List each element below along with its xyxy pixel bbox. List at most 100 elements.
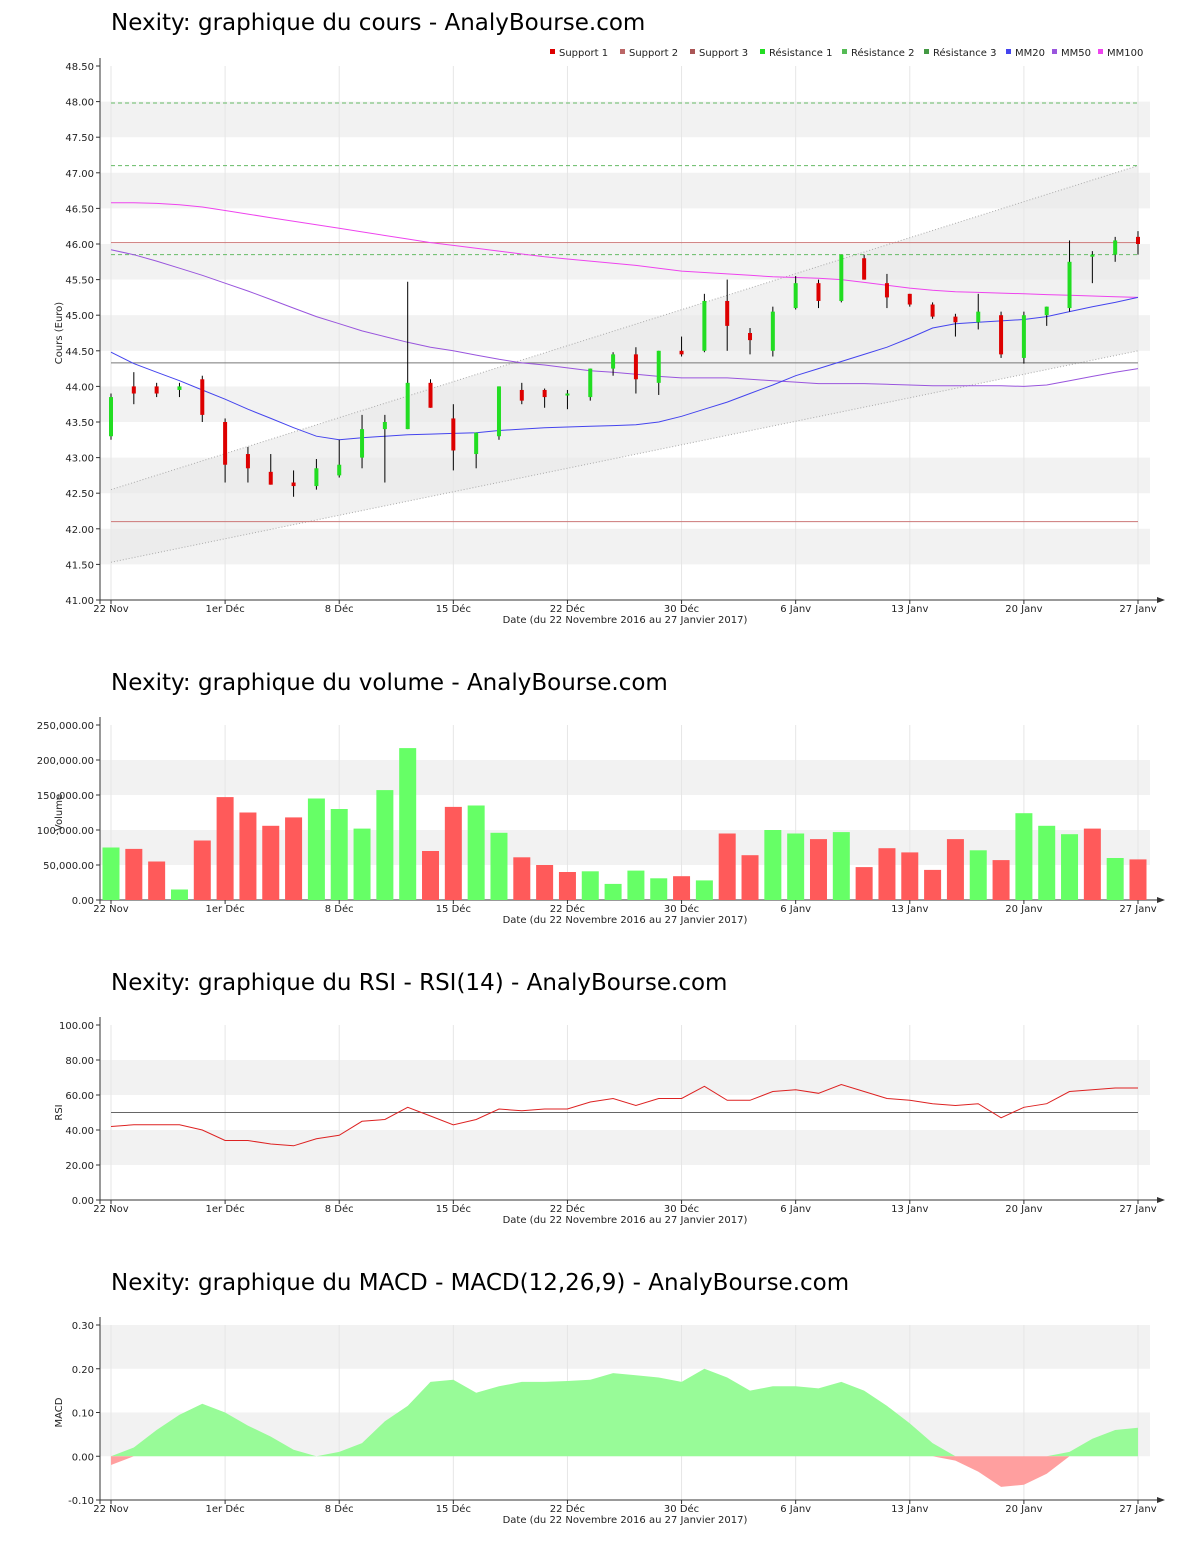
- candle-body: [748, 333, 753, 341]
- volume-bar: [399, 748, 417, 900]
- candle-body: [200, 379, 205, 415]
- grid-band: [100, 760, 1150, 795]
- volume-bar: [718, 833, 736, 900]
- y-tick-label: 150,000.00: [37, 791, 94, 802]
- x-tick-label: 30 Déc: [664, 903, 699, 915]
- candle: [976, 293, 981, 330]
- candle: [109, 393, 113, 440]
- macd-chart: -0.10 0.00 0.10 0.20 0.30 22 Nov 1er Déc 8 Déc 1…: [54, 1317, 1165, 1526]
- x-tick-label: 13 Janv: [891, 904, 928, 915]
- y-tick-label: 0.30: [72, 1321, 94, 1332]
- candle-body: [725, 300, 730, 326]
- candle-body: [542, 389, 547, 398]
- legend-item: Support 3: [699, 48, 748, 59]
- volume-bar: [193, 840, 211, 900]
- y-tick-label: 50,000.00: [43, 861, 94, 872]
- volume-chart: 0.00 50,000.00 100,000.00 150,000.00 200,000…: [37, 717, 1165, 926]
- candle: [337, 439, 342, 478]
- legend-item: Support 2: [629, 48, 678, 59]
- volume-bar: [125, 848, 143, 900]
- candle-body: [245, 454, 250, 469]
- candle: [405, 281, 410, 430]
- candle-body: [1090, 254, 1095, 257]
- legend-item: MM20: [1015, 48, 1045, 59]
- volume-bar: [1106, 858, 1124, 900]
- y-tick-label: 41.50: [65, 560, 94, 571]
- legend-swatch: [1052, 49, 1057, 54]
- y-axis-title: Cours (Euro): [54, 302, 65, 365]
- volume-bar: [467, 805, 485, 900]
- x-tick-label: 22 Nov: [93, 1204, 129, 1215]
- candle-body: [405, 382, 410, 430]
- volume-bar: [581, 871, 599, 900]
- x-tick-label: 6 Janv: [780, 604, 811, 615]
- candle-body: [588, 368, 593, 398]
- candle: [519, 382, 524, 405]
- volume-bar: [353, 828, 371, 900]
- volume-bar: [1129, 859, 1147, 900]
- rsi-chart: 0.00 20.00 40.00 60.00 80.00 100.00 22 Nov 1er …: [54, 1017, 1165, 1226]
- candle: [428, 379, 433, 408]
- y-tick-label: 47.50: [65, 133, 94, 144]
- candle-body: [519, 389, 524, 401]
- x-tick-label: 22 Déc: [550, 603, 585, 615]
- candle: [748, 328, 753, 355]
- y-tick-label: 100,000.00: [37, 826, 94, 837]
- volume-bar: [490, 832, 508, 900]
- x-tick-label: 20 Janv: [1005, 1504, 1042, 1515]
- x-tick-label: 8 Déc: [325, 1203, 354, 1215]
- x-tick-label: 27 Janv: [1119, 1504, 1156, 1515]
- candle: [588, 368, 593, 401]
- x-tick-label: 1er Déc: [206, 603, 245, 615]
- volume-bar: [901, 852, 919, 900]
- candle-body: [839, 254, 844, 301]
- candle-body: [770, 311, 775, 351]
- candle: [177, 382, 182, 398]
- candle: [565, 389, 570, 410]
- x-tick-label: 30 Déc: [664, 1503, 699, 1515]
- x-axis-title: Date (du 22 Novembre 2016 au 27 Janvier …: [503, 1515, 748, 1526]
- x-tick-label: 6 Janv: [780, 1204, 811, 1215]
- volume-bar: [307, 798, 325, 900]
- macd-negative-area: [111, 1456, 1138, 1487]
- candle: [884, 273, 889, 309]
- legend-item: Support 1: [559, 48, 608, 59]
- candle: [542, 388, 547, 408]
- volume-bar: [262, 825, 280, 900]
- x-tick-label: 22 Déc: [550, 1503, 585, 1515]
- y-tick-label: 0.00: [72, 1196, 94, 1207]
- trend-channel: [111, 165, 1138, 563]
- candle-body: [679, 350, 684, 355]
- candle: [314, 459, 319, 490]
- candle-body: [1113, 240, 1118, 255]
- candle: [930, 302, 935, 319]
- x-tick-label: 15 Déc: [436, 1203, 471, 1215]
- y-tick-label: 46.50: [65, 204, 94, 215]
- candle-body: [360, 429, 365, 458]
- candle-body: [999, 315, 1004, 355]
- candle: [496, 386, 501, 440]
- y-tick-label: 200,000.00: [37, 756, 94, 767]
- y-tick-label: 41.00: [65, 596, 94, 607]
- candle-body: [1021, 315, 1026, 358]
- candle: [816, 279, 821, 309]
- x-tick-label: 13 Janv: [891, 1204, 928, 1215]
- candle: [611, 352, 616, 376]
- volume-bar: [924, 869, 942, 900]
- y-tick-label: 40.00: [65, 1126, 94, 1137]
- candle-body: [702, 300, 707, 351]
- y-tick-label: 43.50: [65, 418, 94, 429]
- x-tick-label: 27 Janv: [1119, 1204, 1156, 1215]
- legend-swatch: [760, 49, 765, 54]
- candle-body: [907, 293, 912, 305]
- x-tick-label: 22 Déc: [550, 1203, 585, 1215]
- candle-body: [793, 283, 798, 309]
- mm100-line: [111, 202, 1139, 298]
- candle: [154, 382, 159, 398]
- candle-body: [565, 393, 570, 396]
- x-axis-title: Date (du 22 Novembre 2016 au 27 Janvier …: [503, 1215, 748, 1226]
- x-axis-arrow: [1157, 897, 1165, 903]
- volume-bar: [330, 809, 348, 900]
- candle-body: [177, 386, 182, 390]
- candle: [1136, 231, 1140, 255]
